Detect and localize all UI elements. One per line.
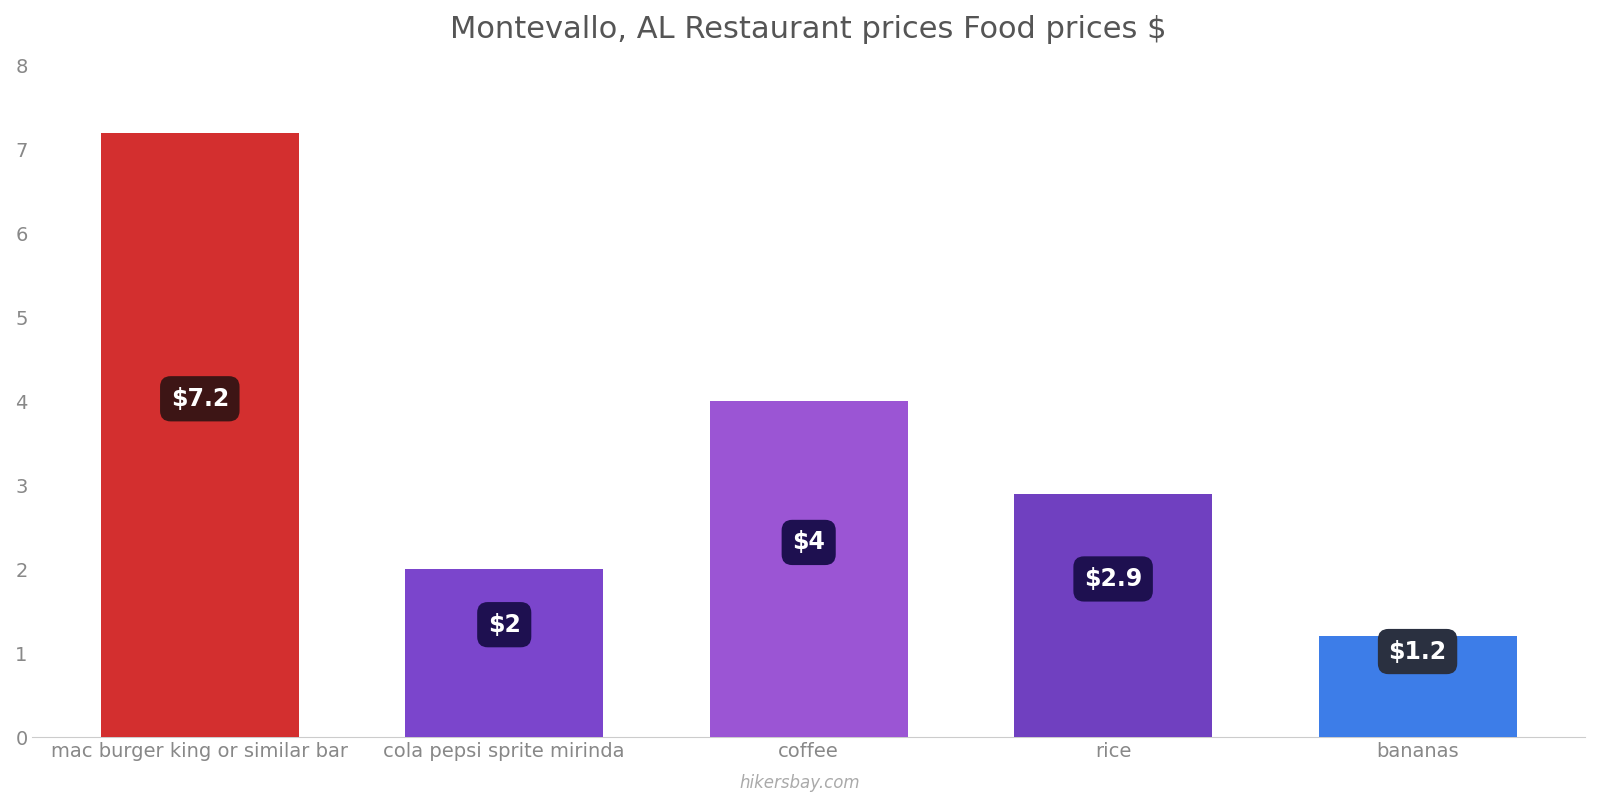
Text: hikersbay.com: hikersbay.com: [739, 774, 861, 792]
Text: $4: $4: [792, 530, 826, 554]
Text: $1.2: $1.2: [1389, 639, 1446, 663]
Text: $2.9: $2.9: [1083, 567, 1142, 591]
Title: Montevallo, AL Restaurant prices Food prices $: Montevallo, AL Restaurant prices Food pr…: [451, 15, 1166, 44]
Bar: [1014, 494, 1213, 737]
Bar: [101, 133, 299, 737]
Text: $2: $2: [488, 613, 520, 637]
Bar: [405, 570, 603, 737]
Text: $7.2: $7.2: [171, 386, 229, 410]
Bar: [710, 402, 907, 737]
Bar: [1318, 637, 1517, 737]
